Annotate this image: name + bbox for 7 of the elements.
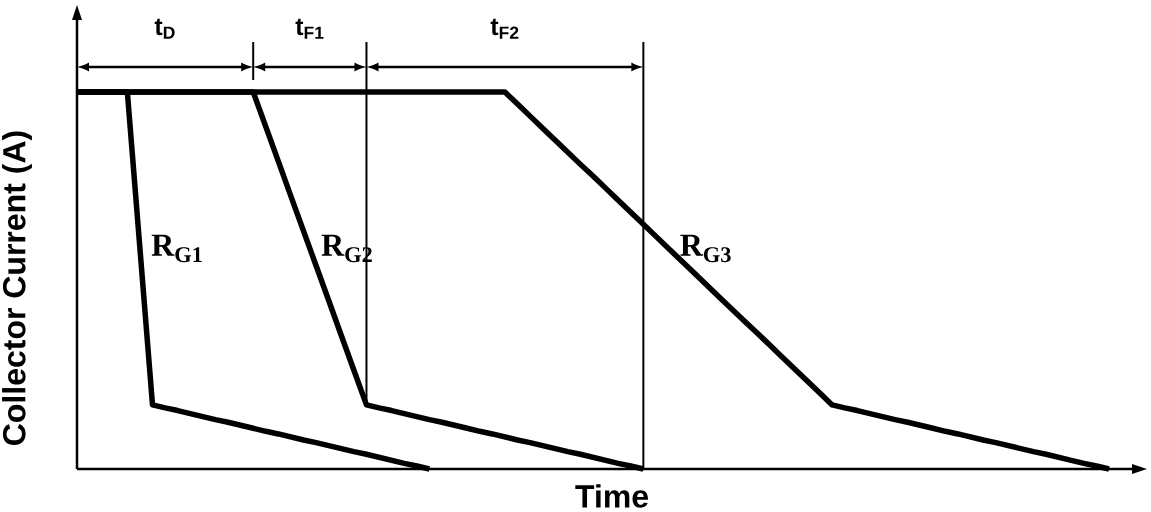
series-label: R$_{G3}$: [680, 234, 731, 263]
text: t$_{D}$: [154, 18, 175, 39]
text: t$_{F2}$: [490, 18, 519, 39]
y-axis-title: Collector Current (A): [2, 131, 32, 445]
x-axis-title: Time: [575, 484, 648, 508]
series-label: R$_{G1}$: [151, 234, 202, 263]
text: t$_{F1}$: [295, 18, 324, 39]
